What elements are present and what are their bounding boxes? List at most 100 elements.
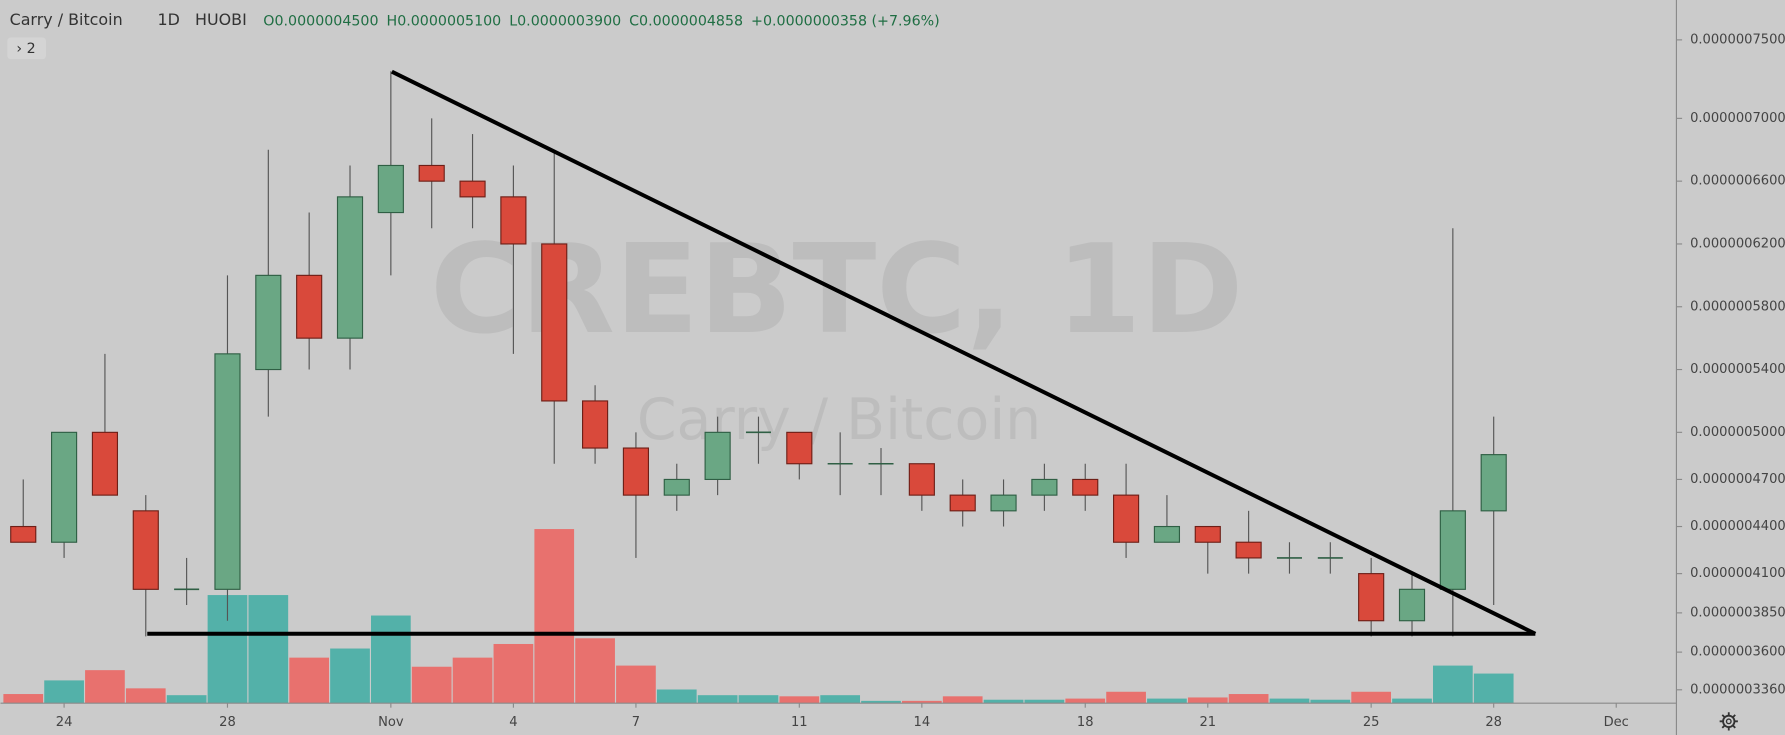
volume-bar (125, 688, 166, 704)
candle-body (541, 243, 568, 402)
volume-bar (1269, 698, 1310, 704)
candle-body (255, 274, 282, 371)
volume-bar (248, 595, 289, 704)
settings-icon[interactable] (1719, 712, 1738, 731)
volume-bar (575, 638, 615, 704)
y-tick-label: 0.0000003850 (1690, 605, 1785, 620)
volume-bar (738, 695, 779, 704)
y-tick-label: 0.0000007500 (1690, 32, 1785, 47)
candle-body (949, 494, 976, 512)
volume-bar (44, 680, 84, 704)
candle-layer (10, 71, 1507, 637)
candle-body (51, 431, 78, 543)
candle-body (296, 274, 323, 339)
candle-body (1439, 510, 1466, 590)
volume-bar (493, 643, 534, 704)
x-tick-label: 24 (56, 715, 73, 730)
volume-bar (902, 700, 942, 704)
candle-body (336, 196, 364, 339)
indicator-toggle[interactable]: › 2 (16, 41, 35, 57)
volume-bar (1147, 698, 1187, 704)
candle-body (377, 164, 404, 214)
candle-body (1072, 478, 1099, 496)
x-tick-label: 28 (219, 715, 236, 730)
candle-body (91, 431, 119, 496)
candle-body (908, 463, 935, 496)
y-tick-label: 0.0000004400 (1690, 519, 1785, 534)
x-tick-label: Dec (1604, 715, 1629, 730)
candle-body (622, 447, 650, 496)
ohlc-value: L0.0000003900 (509, 14, 621, 30)
volume-bar (1065, 698, 1106, 704)
ohlc-value: +0.0000000358 (+7.96%) (751, 14, 940, 30)
volume-bar (616, 665, 656, 704)
volume-bar (289, 657, 330, 704)
candle-body (663, 478, 690, 496)
volume-bar (1392, 698, 1432, 704)
symbol: Carry / Bitcoin (10, 10, 123, 29)
ohlc-legend: O0.0000004500 H0.0000005100 L0.0000003900 C… (263, 14, 939, 30)
gear-hub[interactable] (1725, 718, 1732, 725)
y-tick-label: 0.0000005800 (1690, 299, 1785, 314)
candle-body (704, 431, 731, 481)
volume-bar (1228, 694, 1269, 704)
candle-body (1235, 541, 1262, 559)
volume-bar (371, 615, 411, 704)
candle-body (418, 164, 445, 182)
exchange: HUOBI (195, 10, 247, 29)
y-tick-label: 0.0000003600 (1690, 645, 1785, 660)
y-tick-label: 0.0000006200 (1690, 236, 1785, 251)
volume-bar (3, 694, 44, 704)
y-tick-label: 0.0000007000 (1690, 111, 1785, 126)
interval: 1D (158, 10, 180, 29)
volume-bar (820, 695, 861, 704)
volume-bar (697, 695, 738, 704)
y-tick-label: 0.0000005000 (1690, 425, 1785, 440)
volume-bar (1351, 691, 1392, 704)
trendline[interactable] (391, 69, 1537, 636)
volume-bar (85, 670, 125, 704)
volume-bar (452, 657, 493, 704)
candle-body (1153, 525, 1181, 543)
indicator-toggle-button[interactable] (7, 37, 46, 60)
y-tick-label: 0.0000003360 (1690, 682, 1785, 697)
volume-bar (983, 699, 1024, 704)
volume-bar (1432, 665, 1473, 704)
volume-bar (779, 696, 820, 704)
ohlc-value: O0.0000004500 (263, 14, 378, 30)
volume-bar (411, 666, 452, 704)
volume-bar (1024, 699, 1065, 704)
ohlc-value: H0.0000005100 (387, 14, 502, 30)
candle-body (990, 494, 1017, 512)
volume-bar (1106, 691, 1146, 704)
candle-body (1194, 525, 1221, 543)
x-tick-label: 28 (1485, 715, 1502, 730)
candle-body (1358, 573, 1385, 622)
candle-body (786, 431, 813, 465)
candle-body (214, 353, 241, 590)
candle-body (132, 510, 159, 590)
volume-layer (3, 529, 1514, 704)
candle-body (500, 196, 527, 245)
volume-bar (861, 700, 901, 704)
axes: 0.0000007500 0.0000007000 0.0000006600 0.00… (56, 32, 1785, 730)
candle-body (1112, 494, 1140, 543)
y-tick-label: 0.0000005400 (1690, 362, 1785, 377)
watermark-name: Carry / Bitcoin (637, 387, 1041, 453)
y-tick-label: 0.0000004100 (1690, 566, 1785, 581)
gear-teeth[interactable] (1719, 712, 1738, 731)
volume-bar (534, 529, 575, 704)
candle-body (1480, 454, 1507, 512)
x-tick-label: 21 (1199, 715, 1216, 730)
y-tick-label: 0.0000004700 (1690, 472, 1785, 487)
x-tick-label: 4 (509, 715, 517, 730)
x-tick-label: 25 (1363, 715, 1380, 730)
ohlc-value: C0.0000004858 (629, 14, 743, 30)
x-tick-label: 11 (791, 715, 808, 730)
y-tick-label: 0.0000006600 (1690, 174, 1785, 189)
volume-bar (330, 648, 370, 704)
volume-bar (1187, 697, 1228, 704)
